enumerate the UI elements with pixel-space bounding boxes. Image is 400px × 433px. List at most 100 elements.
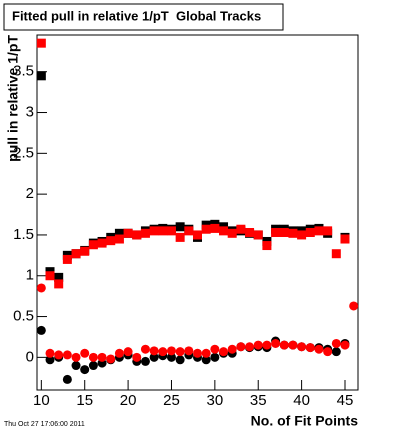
square-marker [71,249,81,259]
square-marker [36,38,46,48]
x-tick-label: 15 [76,392,93,409]
circle-marker [54,350,64,360]
square-marker [114,234,124,244]
circle-marker [88,361,98,371]
square-marker [210,223,220,233]
x-tick-label: 20 [120,392,137,409]
circle-marker [175,355,185,365]
square-marker [80,246,90,256]
y-tick-label: 1.5 [13,226,34,243]
chart-title: Fitted pull in relative 1/pT Global Trac… [12,8,261,23]
square-marker [45,271,55,281]
circle-marker [331,338,341,348]
circle-marker [340,340,350,350]
x-tick-label: 45 [337,392,354,409]
y-tick-label: 3.5 [13,63,34,80]
circle-marker [158,347,168,357]
circle-marker [123,347,133,357]
circle-marker [245,342,255,352]
square-marker [175,222,185,232]
square-marker [227,228,237,238]
circle-marker [71,361,81,371]
circle-marker [279,340,289,350]
square-marker [262,241,272,251]
y-tick-label: 1 [26,267,34,284]
square-marker [114,228,124,238]
circle-marker [45,348,55,358]
square-marker [158,226,168,236]
circle-marker [62,350,72,360]
circle-marker [184,346,194,356]
square-marker [245,227,255,237]
circle-marker [132,352,142,362]
circle-marker [62,374,72,384]
circle-marker [36,325,46,335]
footer: Thu Oct 27 17:06:00 2011 [4,421,85,428]
square-marker [297,230,307,240]
circle-marker [288,340,298,350]
circle-marker [80,348,90,358]
square-marker [106,236,116,246]
y-tick-label: 3 [26,103,34,120]
y-tick-label: 0 [26,348,34,365]
square-marker [166,226,176,236]
y-axis-title: pull in relative 1/pT [5,35,21,162]
circle-marker [253,340,263,350]
circle-marker [297,342,307,352]
square-marker [54,272,64,282]
circle-marker [201,355,211,365]
square-marker [236,224,246,234]
square-marker [62,254,72,264]
title-box [3,3,284,31]
circle-marker [323,347,333,357]
square-marker [305,227,315,237]
circle-marker [271,338,281,348]
circle-marker [149,352,159,362]
circle-marker [219,347,229,357]
circle-marker [305,343,315,353]
circle-marker [314,344,324,354]
square-marker [36,71,46,81]
circle-marker [193,348,202,358]
square-marker [97,238,107,248]
circle-marker [140,356,150,366]
square-marker [253,230,263,240]
square-marker [340,234,350,244]
circle-marker [114,348,124,358]
square-marker [88,240,98,250]
square-marker [314,226,324,236]
square-marker [132,230,142,240]
square-marker [54,279,64,289]
square-marker [149,226,159,236]
square-marker [140,228,150,238]
square-marker [201,224,211,234]
circle-marker [236,342,246,352]
circle-marker [175,347,185,357]
square-marker [323,226,333,236]
square-marker [288,228,298,238]
circle-marker [262,340,272,350]
circle-marker [210,344,220,354]
x-tick-label: 40 [293,392,310,409]
circle-marker [140,344,150,354]
circle-marker [210,352,220,362]
circle-marker [349,301,359,311]
square-marker [193,230,202,240]
circle-marker [45,355,55,365]
square-marker [271,227,281,237]
y-tick-label: 2 [26,185,34,202]
square-marker [331,249,341,259]
circle-marker [36,283,46,293]
y-tick-label: 0.5 [13,308,34,325]
x-tick-label: 35 [250,392,267,409]
frame [36,34,359,391]
y-tick-label: 2.5 [13,144,34,161]
circle-marker [71,352,81,362]
square-marker [123,228,133,238]
circle-marker [166,352,176,362]
circle-marker [166,346,176,356]
circle-marker [149,346,159,356]
circle-marker [331,347,341,357]
square-marker [279,227,289,237]
